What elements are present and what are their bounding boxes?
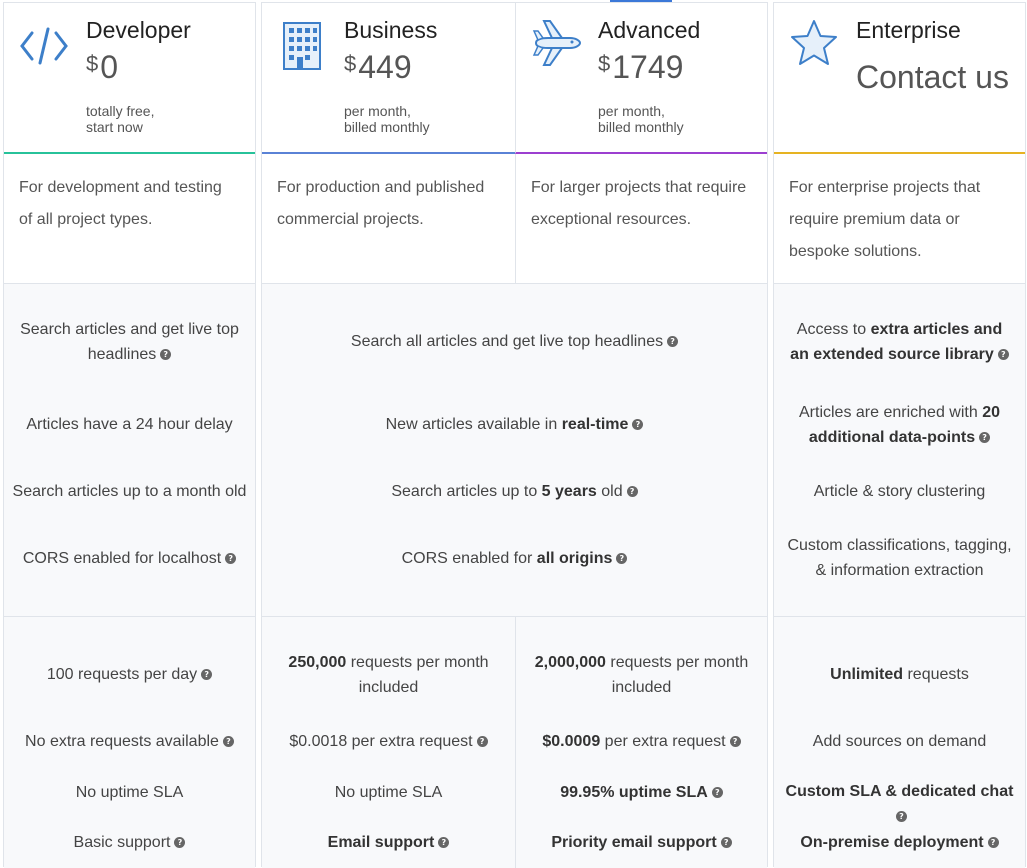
code-icon [20, 27, 68, 65]
help-icon[interactable]: ? [896, 811, 907, 822]
star-icon [791, 20, 837, 65]
plan-name: Advanced [598, 17, 701, 43]
help-icon[interactable]: ? [720, 837, 732, 848]
top-accent-bar [610, 0, 672, 2]
plan-price: $1749 [598, 49, 684, 85]
plan-billing: per month, billed monthly [344, 103, 430, 135]
limits-advanced: 2,000,000 requests per month included $0.… [515, 616, 767, 868]
plan-header-advanced: Advanced $1749 per month, billed monthly [515, 3, 767, 154]
limit-requests: 250,000 requests per month included [288, 654, 489, 696]
help-icon[interactable]: ? [476, 736, 488, 747]
help-icon[interactable]: ? [174, 837, 186, 848]
plan-billing: per month, billed monthly [598, 103, 684, 135]
contact-us-link[interactable]: Contact us [856, 59, 1009, 95]
plan-header-developer: Developer $0 totally free, start now [4, 3, 255, 154]
plan-billing: totally free, start now [86, 103, 155, 135]
limits-business: 250,000 requests per month included $0.00… [262, 616, 515, 868]
feature-archive: Search articles up to a month old [12, 483, 247, 500]
help-icon[interactable]: ? [667, 336, 679, 347]
feature-data-points: Articles are enriched with 20 additional … [799, 404, 1000, 446]
feature-headlines: Search all articles and get live top hea… [262, 329, 767, 354]
limit-extra: $0.0018 per extra request? [262, 729, 515, 754]
help-icon[interactable]: ? [225, 553, 237, 564]
plan-name: Developer [86, 17, 191, 43]
limits-developer: 100 requests per day? No extra requests … [4, 616, 255, 868]
feature-classification: Custom classifications, tagging, & inform… [787, 537, 1012, 579]
plan-description-advanced: For larger projects that require exceptio… [515, 154, 767, 283]
plan-name: Business [344, 17, 438, 43]
limit-extra: $0.0009 per extra request? [516, 729, 767, 754]
limit-requests: 2,000,000 requests per month included [534, 654, 749, 696]
plan-header-business: Business $449 per month, billed monthly [262, 3, 515, 154]
airplane-icon [532, 20, 582, 66]
feature-cors: CORS enabled for localhost? [4, 546, 255, 571]
limit-support: On-premise deployment? [774, 830, 1025, 855]
plan-name: Enterprise [856, 17, 961, 43]
help-icon[interactable]: ? [616, 553, 628, 564]
help-icon[interactable]: ? [729, 736, 741, 747]
limit-support: Email support? [262, 830, 515, 855]
feature-cors: CORS enabled for all origins? [262, 546, 767, 571]
feature-extended-library: Access to extra articles and an extended … [774, 317, 1025, 367]
help-icon[interactable]: ? [979, 432, 991, 443]
limit-extra: No extra requests available? [4, 729, 255, 754]
plan-header-enterprise: Enterprise Contact us [774, 3, 1025, 154]
feature-headlines: Search articles and get live top headline… [20, 321, 239, 363]
help-icon[interactable]: ? [438, 837, 450, 848]
features-developer: Search articles and get live top headline… [4, 283, 255, 616]
plan-price: $0 [86, 49, 119, 85]
limit-sla: 99.95% uptime SLA? [516, 780, 767, 805]
help-icon[interactable]: ? [626, 486, 638, 497]
limit-support: Basic support? [4, 830, 255, 855]
feature-clustering: Article & story clustering [813, 483, 986, 500]
building-icon [283, 22, 321, 70]
plan-column-enterprise: Enterprise Contact us For enterprise pro… [773, 2, 1026, 868]
feature-delay: Articles have a 24 hour delay [26, 416, 233, 433]
limit-support: Priority email support? [516, 830, 767, 855]
help-icon[interactable]: ? [997, 349, 1009, 360]
plan-column-business-advanced: Business $449 per month, billed monthly A… [261, 2, 768, 868]
limit-requests: Unlimited requests [830, 666, 969, 683]
limits-enterprise: Unlimited requests Add sources on demand… [774, 616, 1025, 868]
features-business-advanced: Search all articles and get live top hea… [262, 283, 767, 616]
help-icon[interactable]: ? [987, 837, 999, 848]
limit-requests: 100 requests per day? [4, 662, 255, 687]
plan-description: For development and testing of all projec… [4, 154, 255, 284]
plan-column-developer: Developer $0 totally free, start now For … [3, 2, 256, 868]
limit-sla: No uptime SLA [334, 784, 443, 801]
help-icon[interactable]: ? [711, 787, 723, 798]
feature-archive: Search articles up to 5 years old? [262, 479, 767, 504]
plan-description-business: For production and published commercial p… [262, 154, 515, 284]
help-icon[interactable]: ? [160, 349, 172, 360]
limit-sla: Custom SLA & dedicated chat? [785, 783, 1014, 822]
help-icon[interactable]: ? [632, 419, 644, 430]
plan-price: $449 [344, 49, 412, 85]
limit-sla: No uptime SLA [75, 784, 184, 801]
plan-description: For enterprise projects that require prem… [774, 154, 1025, 284]
features-enterprise: Access to extra articles and an extended … [774, 283, 1025, 616]
feature-realtime: New articles available in real-time? [262, 412, 767, 437]
help-icon[interactable]: ? [222, 736, 234, 747]
help-icon[interactable]: ? [201, 669, 213, 680]
limit-extra: Add sources on demand [812, 733, 987, 750]
